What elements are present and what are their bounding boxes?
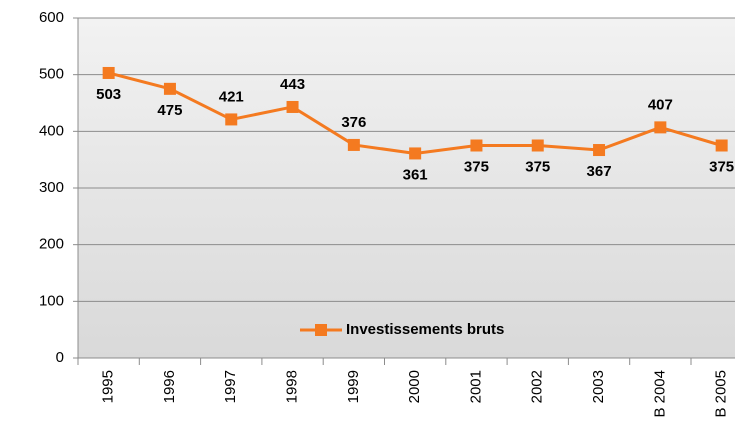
y-tick-label: 600 xyxy=(39,9,64,26)
y-tick-label: 100 xyxy=(39,292,64,309)
value-label: 375 xyxy=(464,158,489,175)
x-tick-label: 2001 xyxy=(467,370,484,403)
value-label: 375 xyxy=(525,158,550,175)
marker xyxy=(347,138,360,151)
y-tick-label: 0 xyxy=(56,349,64,366)
y-tick-label: 400 xyxy=(39,122,64,139)
x-tick-label: 1997 xyxy=(222,370,239,403)
value-label: 503 xyxy=(96,86,121,103)
x-tick-label: 2000 xyxy=(406,370,423,403)
x-tick-label: B 2005 xyxy=(713,370,730,418)
marker xyxy=(593,144,606,157)
marker xyxy=(715,139,728,152)
x-tick-label: 1996 xyxy=(161,370,178,403)
y-tick-label: 200 xyxy=(39,236,64,253)
x-tick-label: 1998 xyxy=(284,370,301,403)
marker xyxy=(225,113,238,126)
value-label: 361 xyxy=(403,166,428,183)
marker xyxy=(102,66,115,79)
x-tick-label: 1995 xyxy=(100,370,117,403)
value-label: 475 xyxy=(157,102,182,119)
value-label: 443 xyxy=(280,76,305,93)
marker xyxy=(286,100,299,113)
y-tick-label: 300 xyxy=(39,179,64,196)
x-tick-label: 2003 xyxy=(590,370,607,403)
marker xyxy=(163,82,176,95)
marker xyxy=(409,147,422,160)
value-label: 367 xyxy=(587,163,612,180)
value-label: 375 xyxy=(709,158,734,175)
marker xyxy=(470,139,483,152)
value-label: 421 xyxy=(219,88,244,105)
legend-label: Investissements bruts xyxy=(346,321,504,338)
x-tick-label: 1999 xyxy=(345,370,362,403)
value-label: 376 xyxy=(341,114,366,131)
value-label: 407 xyxy=(648,96,673,113)
legend-marker xyxy=(315,324,327,336)
marker xyxy=(654,121,667,134)
y-tick-label: 500 xyxy=(39,66,64,83)
x-tick-label: B 2004 xyxy=(651,370,668,418)
x-tick-label: 2002 xyxy=(529,370,546,403)
marker xyxy=(531,139,544,152)
